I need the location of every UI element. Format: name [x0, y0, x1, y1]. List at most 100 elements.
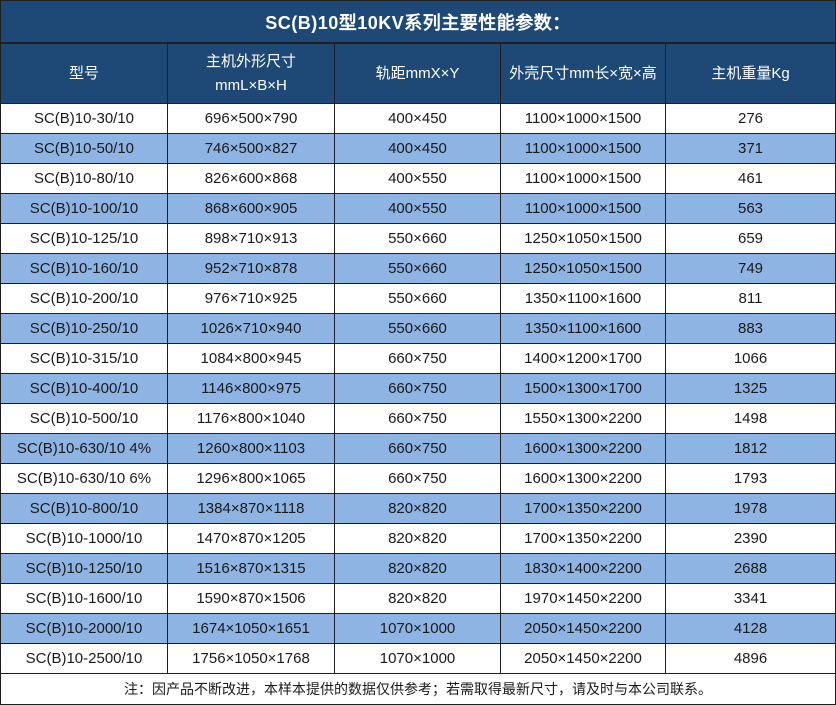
- cell-model: SC(B)10-125/10: [1, 224, 168, 253]
- cell-machine-size: 1516×870×1315: [168, 554, 335, 583]
- cell-machine-size: 1296×800×1065: [168, 464, 335, 493]
- cell-machine-size: 1470×870×1205: [168, 524, 335, 553]
- table-row: SC(B)10-1250/10 1516×870×1315 820×820 18…: [1, 554, 835, 584]
- table-row: SC(B)10-800/10 1384×870×1118 820×820 170…: [1, 494, 835, 524]
- table-row: SC(B)10-1600/10 1590×870×1506 820×820 19…: [1, 584, 835, 614]
- cell-model: SC(B)10-250/10: [1, 314, 168, 343]
- cell-shell-size: 1500×1300×1700: [501, 374, 666, 403]
- cell-shell-size: 2050×1450×2200: [501, 644, 666, 673]
- cell-machine-size: 1146×800×975: [168, 374, 335, 403]
- cell-weight: 3341: [733, 590, 768, 607]
- cell-shell-size: 1100×1000×1500: [501, 134, 666, 163]
- cell-shell-size: 1350×1100×1600: [501, 314, 666, 343]
- cell-model: SC(B)10-160/10: [1, 254, 168, 283]
- cell-machine-size: 1026×710×940: [168, 314, 335, 343]
- cell-weight: 461: [737, 170, 764, 187]
- cell-weight: 371: [737, 140, 764, 157]
- cell-shell-size: 1100×1000×1500: [501, 194, 666, 223]
- cell-machine-size: 1176×800×1040: [168, 404, 335, 433]
- table-footnote: 注：因产品不断改进，本样本提供的数据仅供参考；若需取得最新尺寸，请及时与本公司联…: [1, 674, 835, 704]
- cell-shell-size: 1970×1450×2200: [501, 584, 666, 613]
- cell-machine-size: 746×500×827: [168, 134, 335, 163]
- cell-rail-gauge: 550×660: [335, 284, 501, 313]
- cell-weight: 1498: [733, 410, 768, 427]
- cell-model: SC(B)10-80/10: [1, 164, 168, 193]
- column-header-machine-size: 主机外形尺寸 mmL×B×H: [168, 44, 335, 103]
- cell-weight: 4896: [733, 650, 768, 667]
- cell-weight: 2390: [733, 530, 768, 547]
- cell-weight: 1793: [733, 470, 768, 487]
- table-row: SC(B)10-315/10 1084×800×945 660×750 1400…: [1, 344, 835, 374]
- table-row: SC(B)10-30/10 696×500×790 400×450 1100×1…: [1, 104, 835, 134]
- cell-shell-size: 1100×1000×1500: [501, 164, 666, 193]
- cell-weight: 1978: [733, 500, 768, 517]
- cell-model: SC(B)10-500/10: [1, 404, 168, 433]
- table-row: SC(B)10-250/10 1026×710×940 550×660 1350…: [1, 314, 835, 344]
- cell-rail-gauge: 550×660: [335, 254, 501, 283]
- cell-weight: 276: [737, 110, 764, 127]
- cell-rail-gauge: 820×820: [335, 494, 501, 523]
- cell-machine-size: 1260×800×1103: [168, 434, 335, 463]
- column-header-rail-gauge: 轨距mmX×Y: [335, 44, 501, 103]
- cell-model: SC(B)10-400/10: [1, 374, 168, 403]
- table-row: SC(B)10-125/10 898×710×913 550×660 1250×…: [1, 224, 835, 254]
- cell-machine-size: 1084×800×945: [168, 344, 335, 373]
- cell-model: SC(B)10-2500/10: [1, 644, 168, 673]
- cell-machine-size: 696×500×790: [168, 104, 335, 133]
- cell-rail-gauge: 400×450: [335, 134, 501, 163]
- cell-weight: 1325: [733, 380, 768, 397]
- cell-rail-gauge: 660×750: [335, 344, 501, 373]
- cell-model: SC(B)10-30/10: [1, 104, 168, 133]
- table-row: SC(B)10-2500/10 1756×1050×1768 1070×1000…: [1, 644, 835, 674]
- cell-weight: 2688: [733, 560, 768, 577]
- cell-rail-gauge: 660×750: [335, 374, 501, 403]
- column-header-shell-size: 外壳尺寸mm长×宽×高: [501, 44, 666, 103]
- cell-shell-size: 1100×1000×1500: [501, 104, 666, 133]
- table-row: SC(B)10-160/10 952×710×878 550×660 1250×…: [1, 254, 835, 284]
- column-header-model: 型号: [1, 44, 168, 103]
- cell-machine-size: 1384×870×1118: [168, 494, 335, 523]
- cell-shell-size: 1830×1400×2200: [501, 554, 666, 583]
- cell-machine-size: 898×710×913: [168, 224, 335, 253]
- cell-weight: 563: [737, 200, 764, 217]
- cell-machine-size: 1674×1050×1651: [168, 614, 335, 643]
- cell-model: SC(B)10-315/10: [1, 344, 168, 373]
- cell-model: SC(B)10-630/10 6%: [1, 464, 168, 493]
- cell-weight: 1812: [733, 440, 768, 457]
- cell-rail-gauge: 400×550: [335, 164, 501, 193]
- cell-machine-size: 1756×1050×1768: [168, 644, 335, 673]
- table-header-row: 型号 主机外形尺寸 mmL×B×H 轨距mmX×Y 外壳尺寸mm长×宽×高 主机…: [1, 44, 835, 104]
- cell-shell-size: 1700×1350×2200: [501, 524, 666, 553]
- cell-weight: 883: [737, 320, 764, 337]
- cell-rail-gauge: 400×450: [335, 104, 501, 133]
- cell-model: SC(B)10-1250/10: [1, 554, 168, 583]
- table-row: SC(B)10-400/10 1146×800×975 660×750 1500…: [1, 374, 835, 404]
- cell-shell-size: 1350×1100×1600: [501, 284, 666, 313]
- table-row: SC(B)10-630/10 4% 1260×800×1103 660×750 …: [1, 434, 835, 464]
- cell-weight: 1066: [733, 350, 768, 367]
- table-row: SC(B)10-630/10 6% 1296×800×1065 660×750 …: [1, 464, 835, 494]
- cell-rail-gauge: 660×750: [335, 404, 501, 433]
- cell-rail-gauge: 1070×1000: [335, 644, 501, 673]
- cell-rail-gauge: 1070×1000: [335, 614, 501, 643]
- cell-weight: 749: [737, 260, 764, 277]
- cell-machine-size: 868×600×905: [168, 194, 335, 223]
- table-row: SC(B)10-200/10 976×710×925 550×660 1350×…: [1, 284, 835, 314]
- cell-machine-size: 1590×870×1506: [168, 584, 335, 613]
- cell-rail-gauge: 400×550: [335, 194, 501, 223]
- cell-weight: 4128: [733, 620, 768, 637]
- table-row: SC(B)10-2000/10 1674×1050×1651 1070×1000…: [1, 614, 835, 644]
- cell-machine-size: 952×710×878: [168, 254, 335, 283]
- table-row: SC(B)10-500/10 1176×800×1040 660×750 155…: [1, 404, 835, 434]
- cell-shell-size: 1250×1050×1500: [501, 224, 666, 253]
- cell-weight: 659: [737, 230, 764, 247]
- cell-model: SC(B)10-50/10: [1, 134, 168, 163]
- cell-rail-gauge: 550×660: [335, 314, 501, 343]
- cell-model: SC(B)10-100/10: [1, 194, 168, 223]
- cell-model: SC(B)10-1600/10: [1, 584, 168, 613]
- cell-rail-gauge: 820×820: [335, 524, 501, 553]
- cell-machine-size: 826×600×868: [168, 164, 335, 193]
- table-row: SC(B)10-80/10 826×600×868 400×550 1100×1…: [1, 164, 835, 194]
- table-row: SC(B)10-50/10 746×500×827 400×450 1100×1…: [1, 134, 835, 164]
